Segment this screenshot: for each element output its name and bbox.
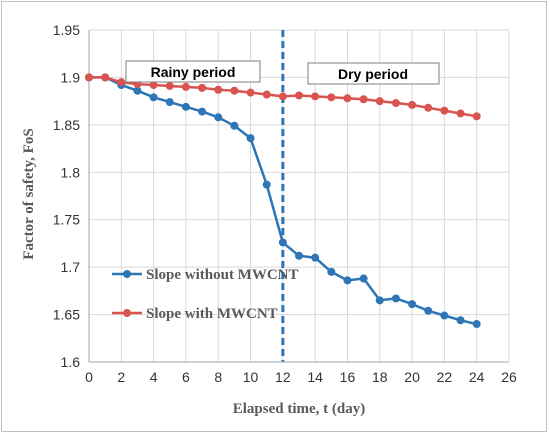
data-point-with-mwcnt-2 [117, 78, 126, 87]
x-tick-label-4: 8 [214, 369, 222, 385]
data-point-with-mwcnt-17 [359, 95, 368, 104]
x-tick-label-1: 2 [117, 369, 125, 385]
y-tick-label-1: 1.65 [53, 307, 80, 323]
legend-item-with: Slope with MWCNT [112, 306, 278, 322]
data-point-with-mwcnt-13 [295, 91, 303, 100]
x-tick-label-0: 0 [85, 369, 93, 385]
data-point-without-mwcnt-16 [343, 276, 352, 285]
data-point-without-mwcnt-15 [327, 267, 336, 276]
data-point-without-mwcnt-10 [246, 134, 255, 143]
data-point-with-mwcnt-20 [408, 100, 417, 109]
data-point-with-mwcnt-16 [343, 94, 352, 103]
x-tick-label-7: 14 [307, 369, 323, 385]
data-point-with-mwcnt-9 [230, 86, 239, 95]
y-tick-label-5: 1.85 [53, 117, 80, 133]
data-point-with-mwcnt-23 [456, 109, 465, 118]
data-point-with-mwcnt-4 [149, 81, 158, 90]
data-point-with-mwcnt-0 [85, 73, 93, 82]
data-point-without-mwcnt-8 [214, 113, 223, 122]
data-point-without-mwcnt-23 [456, 316, 465, 325]
data-point-with-mwcnt-11 [262, 90, 271, 99]
data-point-without-mwcnt-20 [408, 300, 417, 309]
data-point-with-mwcnt-24 [472, 112, 481, 121]
annotation-dry: Dry period [307, 62, 440, 85]
data-point-without-mwcnt-6 [181, 102, 190, 111]
y-tick-labels: 1.6 1.65 1.7 1.75 1.8 1.85 1.9 1.95 [53, 22, 80, 370]
x-tick-label-3: 6 [182, 369, 190, 385]
x-tick-label-6: 12 [275, 369, 291, 385]
data-point-without-mwcnt-14 [311, 253, 320, 262]
legend-label-without: Slope without MWCNT [146, 267, 299, 283]
x-tick-label-5: 10 [243, 369, 259, 385]
legend-marker-without [123, 270, 131, 278]
data-point-with-mwcnt-5 [165, 81, 174, 90]
annotation-dry-box [307, 62, 440, 85]
data-point-without-mwcnt-13 [295, 251, 303, 260]
x-tick-labels: 0 2 4 6 8 10 12 14 16 18 20 22 24 26 [85, 369, 517, 385]
y-axis-title: Factor of safety, FoS [21, 128, 37, 259]
legend-item-without: Slope without MWCNT [112, 267, 299, 283]
x-tick-label-11: 22 [437, 369, 453, 385]
series [85, 73, 481, 329]
data-point-without-mwcnt-11 [262, 180, 271, 189]
data-point-with-mwcnt-14 [311, 92, 320, 101]
data-point-without-mwcnt-12 [278, 238, 287, 247]
x-axis-title: Elapsed time, t (day) [233, 401, 366, 417]
data-point-with-mwcnt-8 [214, 85, 223, 94]
data-point-with-mwcnt-22 [440, 106, 449, 115]
y-tick-label-7: 1.95 [53, 22, 80, 38]
data-point-without-mwcnt-5 [165, 98, 174, 107]
y-tick-label-6: 1.9 [61, 69, 81, 85]
data-point-without-mwcnt-7 [198, 107, 207, 116]
data-point-without-mwcnt-19 [391, 294, 400, 303]
data-point-without-mwcnt-18 [375, 296, 384, 305]
x-tick-label-2: 4 [150, 369, 158, 385]
data-point-with-mwcnt-18 [375, 97, 384, 106]
annotation-rainy-box [125, 60, 261, 83]
data-point-without-mwcnt-9 [230, 121, 239, 130]
data-point-without-mwcnt-21 [424, 306, 433, 315]
data-point-without-mwcnt-3 [133, 86, 142, 95]
legend: Slope without MWCNT Slope with MWCNT [112, 267, 299, 322]
data-point-with-mwcnt-1 [101, 73, 110, 82]
y-tick-label-0: 1.6 [61, 354, 81, 370]
data-point-without-mwcnt-17 [359, 274, 368, 283]
legend-label-with: Slope with MWCNT [146, 306, 278, 322]
annotation-rainy-label: Rainy period [151, 64, 236, 80]
y-tick-label-2: 1.7 [61, 259, 81, 275]
x-tick-label-13: 26 [501, 369, 517, 385]
data-point-without-mwcnt-4 [149, 93, 158, 102]
annotation-dry-label: Dry period [338, 66, 408, 82]
data-point-with-mwcnt-12 [278, 92, 287, 101]
x-tick-label-8: 16 [340, 369, 356, 385]
legend-marker-with [123, 309, 131, 317]
y-tick-label-3: 1.75 [53, 212, 80, 228]
data-point-with-mwcnt-15 [327, 93, 336, 102]
data-point-without-mwcnt-22 [440, 311, 449, 320]
data-point-with-mwcnt-21 [424, 103, 433, 112]
data-point-with-mwcnt-19 [391, 99, 400, 108]
data-point-with-mwcnt-7 [198, 83, 207, 92]
y-tick-label-4: 1.8 [61, 164, 81, 180]
x-tick-label-9: 18 [372, 369, 388, 385]
annotation-rainy: Rainy period [125, 60, 261, 83]
x-tick-label-12: 24 [469, 369, 485, 385]
axes [88, 30, 509, 363]
data-point-with-mwcnt-10 [246, 88, 255, 97]
data-point-with-mwcnt-6 [181, 82, 190, 91]
x-tick-label-10: 20 [404, 369, 420, 385]
data-point-without-mwcnt-24 [472, 320, 481, 329]
